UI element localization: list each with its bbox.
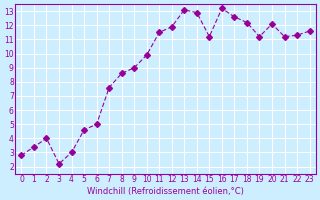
X-axis label: Windchill (Refroidissement éolien,°C): Windchill (Refroidissement éolien,°C) (87, 187, 244, 196)
